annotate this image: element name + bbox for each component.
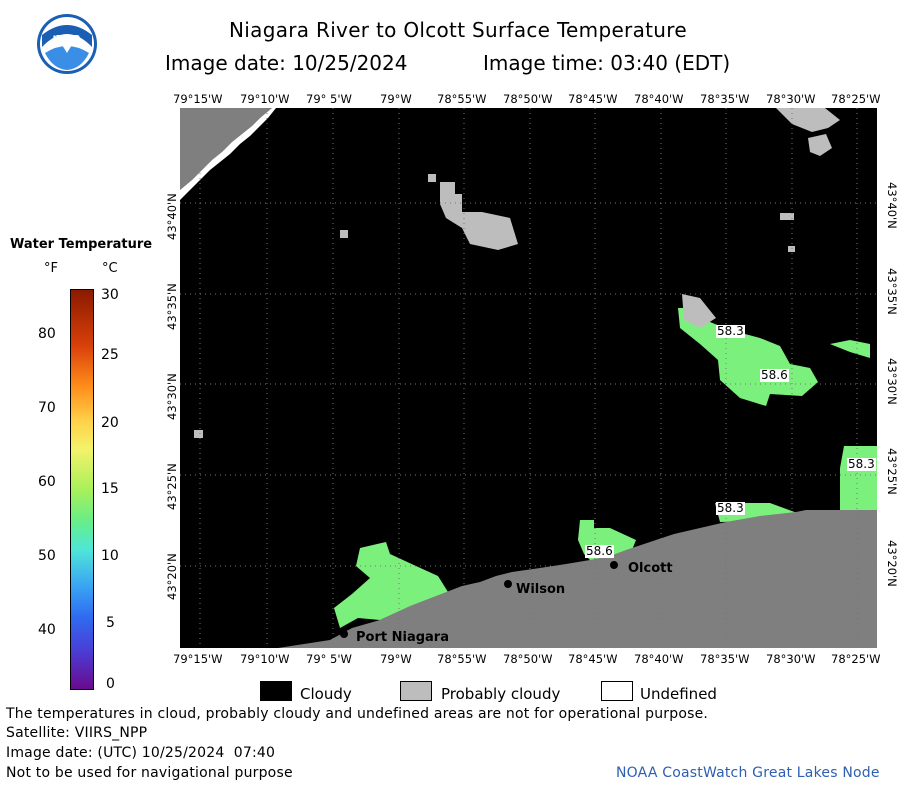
lon-label: 78°50'W	[503, 652, 553, 666]
legend-swatch-undefined	[601, 681, 633, 701]
lon-label: 78°25'W	[831, 652, 881, 666]
colorbar-unit-f: °F	[44, 261, 58, 276]
port-niagara-marker	[340, 630, 348, 638]
lon-label: 78°40'W	[634, 92, 684, 106]
probably-cloudy-patch	[194, 430, 203, 438]
lon-label: 78°55'W	[437, 92, 487, 106]
water-temp-patch	[830, 340, 870, 358]
lon-label: 79° 5'W	[306, 92, 352, 106]
colorbar-c-tick: 5	[106, 615, 115, 631]
place-label-wilson: Wilson	[516, 582, 566, 597]
undefined-edge	[180, 108, 276, 200]
lon-label: 78°35'W	[700, 92, 750, 106]
lat-label: 43°30'N	[165, 373, 179, 420]
wilson-marker	[504, 580, 512, 588]
lat-label: 43°35'N	[165, 283, 179, 330]
temperature-label: 58.3	[716, 324, 745, 338]
disclaimer-text: The temperatures in cloud, probably clou…	[6, 706, 709, 722]
water-temp-patch	[334, 542, 448, 628]
land-usa	[278, 510, 877, 648]
nav-warning-text: Not to be used for navigational purpose	[6, 765, 293, 781]
lon-label: 79°10'W	[240, 92, 290, 106]
lon-label: 78°50'W	[503, 92, 553, 106]
colorbar-f-tick: 70	[38, 400, 56, 416]
colorbar-c-tick: 30	[101, 287, 119, 303]
colorbar-unit-c: °C	[102, 261, 118, 276]
lon-label: 78°40'W	[634, 652, 684, 666]
lon-label: 79°W	[380, 652, 412, 666]
image-time-label: Image time: 03:40 (EDT)	[483, 51, 731, 75]
lat-label: 43°25'N	[165, 463, 179, 510]
legend-label-probably-cloudy: Probably cloudy	[441, 685, 561, 703]
colorbar-c-tick: 20	[101, 415, 119, 431]
graticule	[180, 108, 877, 648]
lon-label: 78°45'W	[568, 92, 618, 106]
colorbar-title: Water Temperature	[10, 237, 153, 252]
map-image	[180, 108, 877, 648]
temperature-label: 58.6	[760, 368, 789, 382]
lon-label: 78°25'W	[831, 92, 881, 106]
legend-label-undefined: Undefined	[640, 685, 717, 703]
land-canada	[180, 108, 272, 190]
temperature-label: 58.6	[585, 544, 614, 558]
map-title: Niagara River to Olcott Surface Temperat…	[229, 18, 687, 42]
probably-cloudy-patch	[780, 213, 794, 220]
probably-cloudy-patch	[340, 230, 348, 238]
place-label-port-niagara: Port Niagara	[356, 630, 449, 645]
colorbar-f-tick: 50	[38, 548, 56, 564]
lon-label: 78°35'W	[700, 652, 750, 666]
logo-text: NOAA	[52, 35, 82, 45]
colorbar-f-tick: 60	[38, 474, 56, 490]
colorbar	[70, 289, 94, 690]
probably-cloudy-patch	[808, 134, 832, 156]
lat-label: 43°30'N	[885, 358, 899, 405]
lat-label: 43°40'N	[165, 193, 179, 240]
probably-cloudy-patch	[682, 294, 716, 328]
lon-label: 79°10'W	[240, 652, 290, 666]
lon-label: 78°55'W	[437, 652, 487, 666]
lon-label: 78°30'W	[766, 652, 816, 666]
colorbar-c-tick: 15	[101, 481, 119, 497]
image-date-label: Image date: 10/25/2024	[165, 51, 408, 75]
colorbar-c-tick: 10	[101, 548, 119, 564]
lat-label: 43°40'N	[885, 182, 899, 229]
lat-label: 43°20'N	[885, 540, 899, 587]
map-panel	[180, 108, 877, 648]
satellite-text: Satellite: VIIRS_NPP	[6, 725, 148, 741]
temperature-label: 58.3	[847, 457, 876, 471]
colorbar-f-tick: 40	[38, 622, 56, 638]
lon-label: 79° 5'W	[306, 652, 352, 666]
colorbar-c-tick: 0	[106, 676, 115, 692]
lon-label: 78°45'W	[568, 652, 618, 666]
lon-label: 78°30'W	[766, 92, 816, 106]
probably-cloudy-patch	[440, 182, 518, 250]
colorbar-f-tick: 80	[38, 326, 56, 342]
utc-date-text: Image date: (UTC) 10/25/2024 07:40	[6, 745, 276, 761]
temperature-label: 58.3	[716, 501, 745, 515]
noaa-logo: NOAA	[36, 13, 98, 75]
place-label-olcott: Olcott	[628, 561, 673, 576]
legend-label-cloudy: Cloudy	[300, 685, 352, 703]
legend-swatch-cloudy	[260, 681, 292, 701]
lon-label: 79°15'W	[173, 652, 223, 666]
olcott-marker	[610, 561, 618, 569]
lat-label: 43°20'N	[165, 553, 179, 600]
legend-swatch-probably-cloudy	[400, 681, 432, 701]
colorbar-c-tick: 25	[101, 347, 119, 363]
water-temp-patch	[840, 446, 877, 510]
lon-label: 79°W	[380, 92, 412, 106]
lat-label: 43°25'N	[885, 448, 899, 495]
lat-label: 43°35'N	[885, 268, 899, 315]
probably-cloudy-patch	[428, 174, 436, 182]
lon-label: 79°15'W	[173, 92, 223, 106]
credit-text: NOAA CoastWatch Great Lakes Node	[616, 765, 880, 781]
